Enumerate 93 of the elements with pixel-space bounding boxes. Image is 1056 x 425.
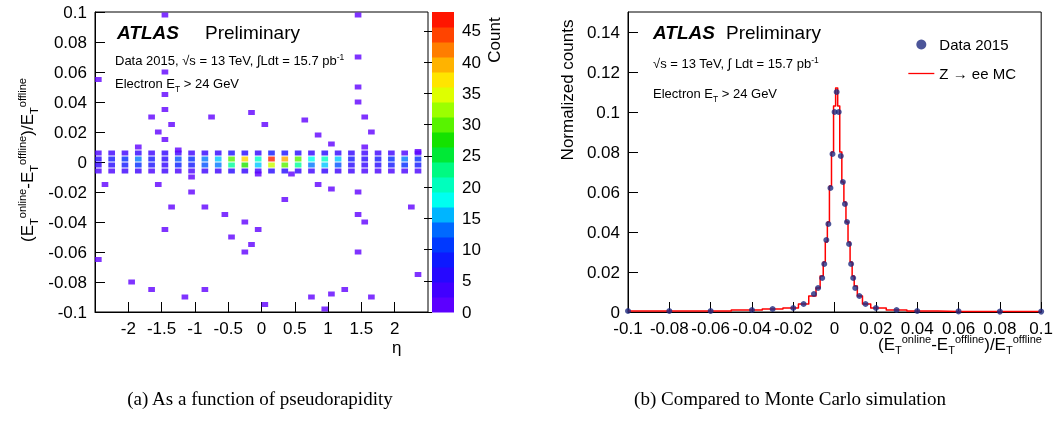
point bbox=[707, 308, 714, 314]
y-tick-label: -0.08 bbox=[48, 272, 87, 292]
annotation: ATLAS bbox=[653, 22, 715, 44]
x-tick-label: -0.06 bbox=[691, 319, 731, 338]
point bbox=[893, 307, 900, 313]
legend-label: Data 2015 bbox=[939, 36, 1009, 53]
y-tick-label: 0.04 bbox=[586, 222, 620, 242]
x-tick-label: 0 bbox=[829, 319, 840, 338]
x-tick-label: -1.5 bbox=[146, 319, 177, 338]
color-bar-title: Count bbox=[485, 17, 505, 63]
x-tick-label: 0 bbox=[256, 319, 267, 338]
x-tick-label: 1 bbox=[323, 319, 333, 338]
y-tick-label: 0.08 bbox=[53, 32, 87, 52]
point bbox=[837, 153, 844, 159]
annotation: Preliminary bbox=[726, 22, 822, 44]
point bbox=[955, 308, 962, 315]
point bbox=[1038, 308, 1045, 315]
point bbox=[810, 291, 817, 297]
x-tick-label: -1 bbox=[187, 319, 203, 338]
y-tick-label: 0.08 bbox=[586, 142, 620, 162]
color-bar-label: 20 bbox=[462, 177, 481, 197]
color-bar-label: 30 bbox=[462, 115, 481, 134]
point bbox=[819, 275, 826, 281]
point bbox=[862, 301, 869, 307]
color-bar-label: 0 bbox=[462, 302, 472, 322]
point bbox=[815, 285, 822, 291]
point bbox=[800, 301, 807, 307]
point bbox=[843, 219, 850, 225]
y-tick-label: 0 bbox=[610, 302, 620, 322]
point bbox=[841, 201, 848, 207]
x-tick-label: -0.5 bbox=[213, 319, 243, 338]
point bbox=[825, 221, 832, 227]
y-tick-label: 0.06 bbox=[53, 62, 87, 82]
color-bar-label: 5 bbox=[462, 271, 472, 291]
x-tick-label: -0.04 bbox=[732, 319, 772, 338]
y-tick-label: -0.1 bbox=[57, 302, 87, 322]
point bbox=[823, 237, 830, 243]
point bbox=[839, 179, 846, 185]
y-tick-label: 0.04 bbox=[53, 92, 87, 112]
color-bar-label: 40 bbox=[462, 52, 481, 72]
x-tick-label: 0.02 bbox=[859, 319, 893, 338]
y-tick-label: -0.02 bbox=[48, 182, 87, 202]
y-tick-label: 0.1 bbox=[596, 102, 620, 122]
y-axis-title: Normalized counts bbox=[558, 19, 578, 161]
color-bar-label: 25 bbox=[462, 146, 481, 166]
point bbox=[821, 261, 828, 267]
y-tick-label: 0.02 bbox=[586, 262, 620, 282]
annotation: Preliminary bbox=[205, 22, 301, 44]
x-tick-label: -0.1 bbox=[613, 319, 643, 338]
color-bar-label: 35 bbox=[462, 83, 481, 103]
y-tick-label: -0.06 bbox=[48, 242, 87, 262]
x-tick-label: -0.02 bbox=[773, 319, 813, 338]
x-tick-label: 0.5 bbox=[282, 319, 307, 338]
point bbox=[872, 305, 879, 311]
legend-label: Z → ee MC bbox=[939, 65, 1017, 82]
y-tick-label: 0 bbox=[77, 152, 87, 172]
annotation: √s = 13 TeV, ∫ Ldt = 15.7 pb$^{-1}$ bbox=[653, 55, 819, 72]
point bbox=[829, 151, 836, 157]
point bbox=[848, 261, 855, 267]
color-bar-label: 45 bbox=[462, 21, 481, 41]
color-bar-label: 15 bbox=[462, 208, 481, 228]
annotation: Data 2015, √s = 13 TeV, ∫Ldt = 15.7 pb$^{-1}$ bbox=[115, 52, 345, 69]
x-axis-title: η bbox=[392, 338, 402, 358]
annotation: ATLAS bbox=[117, 22, 179, 44]
y-tick-label: 0.14 bbox=[586, 22, 620, 42]
point bbox=[827, 185, 834, 191]
text: (a) As a function of pseudorapidity bbox=[127, 388, 393, 410]
point bbox=[835, 109, 842, 115]
annotation: Electron E$_{T}$ > 24 GeV bbox=[115, 76, 240, 94]
y-tick-label: 0.1 bbox=[63, 2, 87, 22]
point bbox=[914, 308, 921, 314]
x-tick-label: 1.5 bbox=[349, 319, 374, 338]
point bbox=[833, 89, 840, 95]
y-tick-label: 0.06 bbox=[586, 182, 620, 202]
color-bar-label: 10 bbox=[462, 240, 481, 259]
point bbox=[852, 285, 859, 291]
point bbox=[856, 293, 863, 299]
point bbox=[790, 305, 797, 311]
point bbox=[769, 306, 776, 312]
point bbox=[666, 308, 673, 314]
y-tick-label: 0.02 bbox=[53, 122, 87, 142]
x-tick-label: -2 bbox=[120, 319, 136, 338]
x-tick-label: 2 bbox=[389, 319, 400, 338]
point bbox=[996, 308, 1003, 315]
annotation: Electron E$_{T}$ > 24 GeV bbox=[653, 86, 778, 104]
y-tick-label: 0.12 bbox=[586, 62, 620, 82]
point bbox=[850, 275, 857, 281]
text: (b) Compared to Monte Carlo simulation bbox=[634, 388, 946, 410]
point bbox=[625, 308, 631, 314]
y-tick-label: -0.04 bbox=[48, 212, 87, 232]
x-tick-label: -0.08 bbox=[649, 319, 689, 338]
point bbox=[846, 241, 853, 247]
point bbox=[748, 307, 755, 313]
